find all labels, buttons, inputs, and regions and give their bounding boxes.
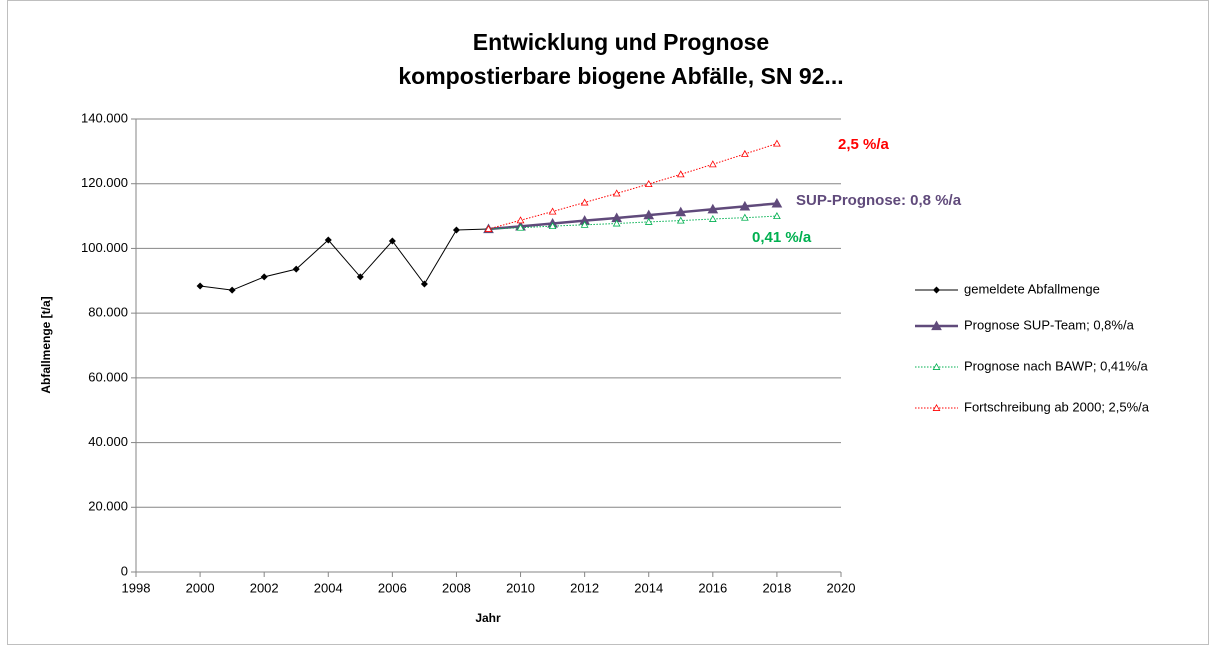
y-tick-label: 20.000 bbox=[88, 499, 128, 514]
y-tick-label: 40.000 bbox=[88, 434, 128, 449]
y-tick-label: 60.000 bbox=[88, 369, 128, 384]
x-tick-label: 2006 bbox=[378, 580, 407, 595]
data-point bbox=[675, 206, 687, 217]
data-point bbox=[580, 220, 589, 228]
data-point bbox=[740, 149, 749, 157]
y-tick-label: 0 bbox=[121, 563, 128, 578]
data-point bbox=[612, 189, 621, 197]
x-tick-label: 2018 bbox=[762, 580, 791, 595]
legend-label: Prognose SUP-Team; 0,8%/a bbox=[964, 317, 1135, 332]
y-tick-label: 100.000 bbox=[81, 240, 128, 255]
y-axis-title: Abfallmenge [t/a] bbox=[39, 296, 53, 393]
data-point bbox=[644, 217, 653, 225]
data-point bbox=[739, 200, 751, 211]
data-point bbox=[548, 207, 557, 215]
chart-title: Entwicklung und Prognose bbox=[473, 29, 769, 55]
data-point bbox=[388, 237, 396, 245]
x-tick-label: 2008 bbox=[442, 580, 471, 595]
data-point bbox=[484, 224, 493, 232]
series-line bbox=[200, 228, 489, 291]
legend-marker bbox=[932, 403, 941, 411]
annotation: 0,41 %/a bbox=[752, 229, 812, 246]
legend-marker bbox=[932, 362, 941, 370]
data-point bbox=[708, 214, 717, 222]
x-tick-label: 2010 bbox=[506, 580, 535, 595]
y-tick-label: 80.000 bbox=[88, 305, 128, 320]
series-line bbox=[488, 202, 778, 231]
chart-frame bbox=[7, 0, 1209, 645]
data-point bbox=[420, 280, 428, 288]
data-point bbox=[676, 216, 685, 224]
annotation: SUP-Prognose: 0,8 %/a bbox=[796, 192, 962, 209]
data-point bbox=[707, 203, 719, 214]
data-point bbox=[324, 236, 332, 244]
data-point bbox=[612, 219, 621, 227]
data-point bbox=[773, 139, 781, 147]
data-point bbox=[292, 265, 300, 273]
data-point bbox=[516, 223, 525, 231]
legend-label: Prognose nach BAWP; 0,41%/a bbox=[964, 358, 1149, 373]
data-point bbox=[228, 286, 236, 294]
data-point bbox=[260, 273, 268, 281]
legend-label: gemeldete Abfallmenge bbox=[964, 281, 1100, 296]
data-point bbox=[740, 213, 749, 221]
x-tick-label: 2004 bbox=[314, 580, 343, 595]
legend-marker bbox=[933, 286, 940, 294]
x-tick-label: 1998 bbox=[122, 580, 151, 595]
legend-label: Fortschreibung ab 2000; 2,5%/a bbox=[964, 399, 1150, 414]
data-point bbox=[644, 180, 653, 187]
data-point bbox=[196, 282, 204, 290]
x-tick-label: 2000 bbox=[186, 580, 215, 595]
x-tick-label: 2012 bbox=[570, 580, 599, 595]
x-tick-label: 2020 bbox=[827, 580, 856, 595]
x-axis-title: Jahr bbox=[475, 611, 501, 625]
series-line bbox=[488, 215, 777, 230]
annotation: 2,5 %/a bbox=[838, 136, 890, 153]
y-tick-label: 120.000 bbox=[81, 175, 128, 190]
data-point bbox=[676, 170, 685, 178]
x-tick-label: 2014 bbox=[634, 580, 663, 595]
data-point bbox=[452, 226, 460, 234]
y-tick-label: 140.000 bbox=[81, 110, 128, 125]
data-point bbox=[516, 216, 525, 224]
data-point bbox=[773, 212, 781, 220]
data-point bbox=[708, 160, 717, 168]
series-line bbox=[488, 143, 778, 230]
data-point bbox=[548, 222, 557, 230]
x-tick-label: 2002 bbox=[250, 580, 279, 595]
legend-marker bbox=[931, 320, 942, 331]
chart-title: kompostierbare biogene Abfälle, SN 92... bbox=[398, 63, 843, 89]
x-tick-label: 2016 bbox=[698, 580, 727, 595]
data-point bbox=[771, 197, 783, 208]
data-point bbox=[580, 198, 589, 206]
data-point bbox=[356, 273, 364, 281]
